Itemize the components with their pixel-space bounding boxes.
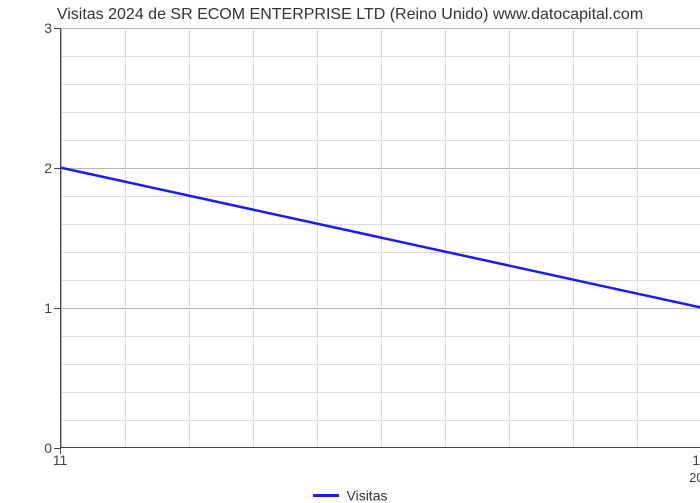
visits-chart: Visitas 2024 de SR ECOM ENTERPRISE LTD (… — [0, 0, 700, 500]
x-tick-label: 11 — [53, 452, 68, 468]
chart-title: Visitas 2024 de SR ECOM ENTERPRISE LTD (… — [0, 6, 700, 24]
y-tick-label: 2 — [0, 160, 52, 176]
y-tick-label: 1 — [0, 300, 52, 316]
plot-area — [60, 28, 700, 448]
series-line — [61, 28, 700, 447]
y-tick-label: 3 — [0, 20, 52, 36]
x-tick-mark — [60, 448, 61, 454]
legend-swatch — [313, 494, 339, 497]
x-sub-label: 202 — [689, 470, 700, 485]
legend: Visitas — [0, 486, 700, 503]
x-tick-label: 12 — [692, 452, 700, 468]
y-tick-label: 0 — [0, 440, 52, 456]
legend-label: Visitas — [347, 487, 388, 503]
